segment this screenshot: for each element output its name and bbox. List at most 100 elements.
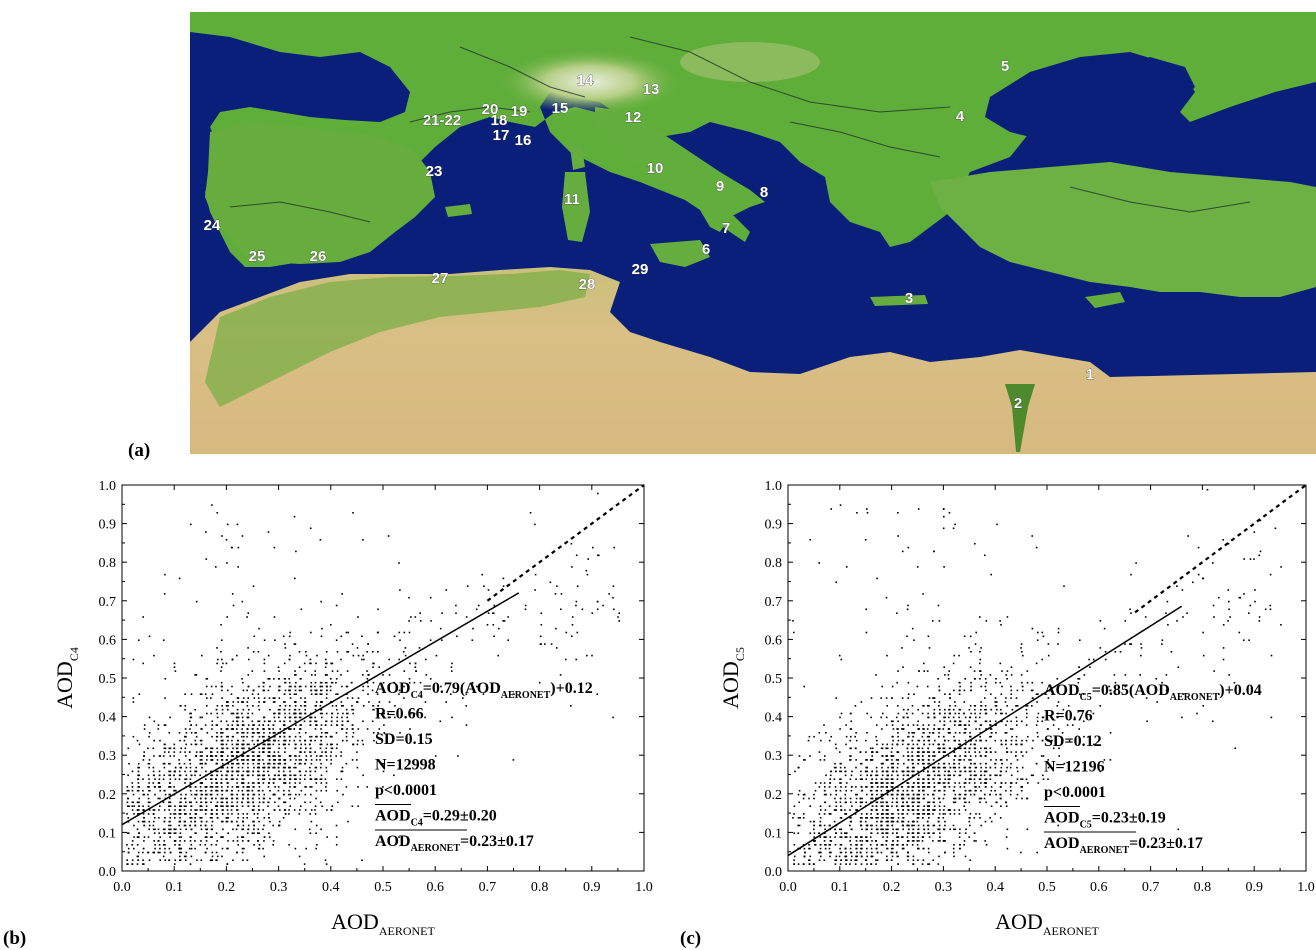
scatter-point: [248, 659, 250, 661]
scatter-point: [953, 736, 955, 738]
scatter-point: [231, 805, 233, 807]
scatter-point: [968, 724, 970, 726]
scatter-point: [415, 616, 417, 618]
scatter-point: [953, 844, 955, 846]
scatter-point: [923, 825, 925, 827]
scatter-point: [180, 829, 182, 831]
scatter-point: [164, 840, 166, 842]
scatter-point: [882, 763, 884, 765]
scatter-point: [907, 852, 909, 854]
scatter-point: [299, 690, 301, 692]
scatter-point: [206, 713, 208, 715]
scatter-point: [906, 636, 908, 638]
scatter-point: [262, 759, 264, 761]
scatter-point: [190, 790, 192, 792]
scatter-point: [180, 798, 182, 800]
scatter-point: [991, 709, 993, 711]
scatter-point: [969, 821, 971, 823]
scatter-point: [996, 524, 998, 526]
scatter-point: [138, 775, 140, 777]
scatter-point: [340, 771, 342, 773]
scatter-point: [608, 593, 610, 595]
scatter-point: [284, 744, 286, 746]
scatter-point: [1027, 670, 1029, 672]
scatter-point: [127, 775, 129, 777]
scatter-point: [981, 686, 983, 688]
scatter-point: [137, 836, 139, 838]
scatter-point: [127, 798, 129, 800]
scatter-point: [979, 678, 981, 680]
scatter-point: [274, 794, 276, 796]
scatter-point: [994, 790, 996, 792]
scatter-point: [985, 763, 987, 765]
scatter-point: [320, 767, 322, 769]
scatter-point: [891, 767, 893, 769]
scatter-point: [830, 771, 832, 773]
scatter-point: [414, 682, 416, 684]
scatter-point: [613, 585, 615, 587]
scatter-point: [1011, 744, 1013, 746]
scatter-point: [865, 740, 867, 742]
scatter-point: [968, 751, 970, 753]
scatter-point: [148, 829, 150, 831]
scatter-point: [207, 732, 209, 734]
scatter-point: [896, 717, 898, 719]
scatter-point: [243, 732, 245, 734]
scatter-point: [525, 609, 527, 611]
scatter-point: [908, 736, 910, 738]
scatter-point: [882, 809, 884, 811]
scatter-point: [337, 651, 339, 653]
scatter-point: [855, 705, 857, 707]
scatter-point: [231, 740, 233, 742]
scatter-point: [974, 678, 976, 680]
scatter-point: [1203, 578, 1205, 580]
site-label-16: 16: [515, 132, 532, 149]
scatter-point: [1036, 547, 1038, 549]
scatter-point: [877, 852, 879, 854]
scatter-point: [906, 802, 908, 804]
scatter-point: [958, 655, 960, 657]
scatter-point: [949, 705, 951, 707]
scatter-point: [372, 721, 374, 723]
scatter-point: [315, 805, 317, 807]
scatter-point: [938, 817, 940, 819]
scatter-point: [944, 821, 946, 823]
scatter-point: [917, 848, 919, 850]
scatter-point: [409, 663, 411, 665]
scatter-point: [867, 512, 869, 514]
scatter-point: [876, 809, 878, 811]
scatter-point: [310, 771, 312, 773]
scatter-point: [295, 848, 297, 850]
scatter-point: [824, 844, 826, 846]
scatter-point: [912, 798, 914, 800]
scatter-point: [902, 821, 904, 823]
scatter-point: [881, 782, 883, 784]
scatter-point: [346, 740, 348, 742]
scatter-point: [839, 751, 841, 753]
scatter-point: [933, 794, 935, 796]
scatter-point: [262, 829, 264, 831]
scatter-point: [985, 678, 987, 680]
scatter-point: [242, 805, 244, 807]
scatter-point: [928, 848, 930, 850]
scatter-point: [210, 775, 212, 777]
scatter-point: [953, 759, 955, 761]
scatter-point: [1213, 670, 1215, 672]
scatter-point: [938, 782, 940, 784]
scatter-point: [1006, 759, 1008, 761]
scatter-point: [560, 674, 562, 676]
scatter-point: [247, 697, 249, 699]
scatter-point: [862, 840, 864, 842]
scatter-point: [300, 805, 302, 807]
scatter-point: [850, 728, 852, 730]
scatter-point: [247, 732, 249, 734]
scatter-point: [1005, 802, 1007, 804]
scatter-point: [965, 748, 967, 750]
scatter-point: [898, 740, 900, 742]
scatter-point: [927, 821, 929, 823]
scatter-point: [446, 589, 448, 591]
scatter-point: [866, 632, 868, 634]
scatter-point: [1022, 778, 1024, 780]
scatter-point: [186, 852, 188, 854]
scatter-point: [989, 724, 991, 726]
